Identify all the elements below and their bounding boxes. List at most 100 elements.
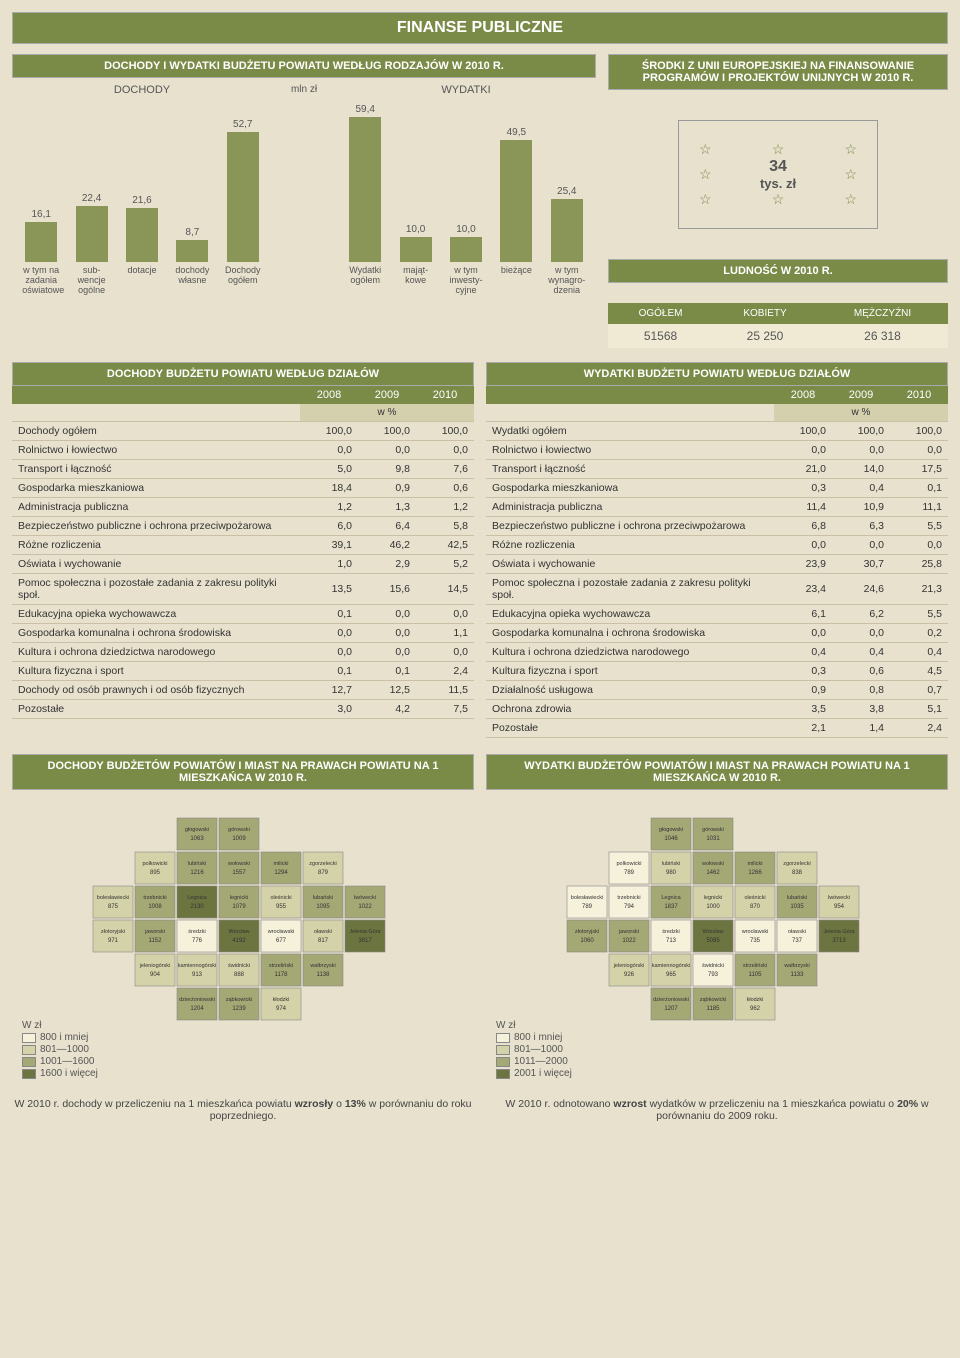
svg-text:1000: 1000 [706, 904, 720, 910]
svg-text:926: 926 [624, 972, 635, 978]
svg-text:1185: 1185 [707, 1006, 721, 1012]
svg-text:1022: 1022 [358, 904, 372, 910]
svg-text:971: 971 [108, 938, 119, 944]
svg-text:1152: 1152 [149, 938, 163, 944]
svg-text:1266: 1266 [748, 870, 762, 876]
svg-text:średzki: średzki [188, 929, 205, 935]
svg-text:zgorzelecki: zgorzelecki [783, 861, 811, 867]
svg-text:870: 870 [750, 904, 761, 910]
bar: 16,1 [22, 209, 60, 262]
svg-text:Legnica: Legnica [187, 895, 207, 901]
svg-text:1462: 1462 [706, 870, 720, 876]
bar: 10,0 [397, 224, 435, 262]
svg-text:1008: 1008 [148, 904, 162, 910]
svg-text:ząbkowicki: ząbkowicki [700, 997, 727, 1003]
svg-text:kamiennogórski: kamiennogórski [178, 963, 217, 969]
chart-unit: mln zł [284, 84, 324, 95]
svg-text:górowski: górowski [228, 827, 250, 833]
svg-text:1060: 1060 [580, 938, 594, 944]
svg-text:oleśnicki: oleśnicki [270, 895, 291, 901]
svg-text:polkowicki: polkowicki [142, 861, 167, 867]
svg-text:legnicki: legnicki [704, 895, 722, 901]
bar: 22,4 [73, 193, 111, 262]
svg-text:1063: 1063 [190, 836, 204, 842]
svg-text:1837: 1837 [664, 904, 678, 910]
svg-text:1207: 1207 [664, 1006, 678, 1012]
bar: 49,5 [497, 127, 535, 262]
svg-text:1079: 1079 [232, 904, 246, 910]
svg-text:kłodzki: kłodzki [747, 997, 764, 1003]
svg-text:dzierżoniowski: dzierżoniowski [653, 997, 689, 1003]
map-right-footer: W 2010 r. odnotowano wzrost wydatków w p… [486, 1098, 948, 1122]
svg-text:zgorzelecki: zgorzelecki [309, 861, 337, 867]
svg-text:świdnicki: świdnicki [228, 963, 250, 969]
svg-text:Jelenia Góra: Jelenia Góra [349, 929, 381, 935]
population-table: OGÓŁEMKOBIETYMĘŻCZYŹNI 5156825 25026 318 [608, 303, 948, 348]
svg-text:913: 913 [192, 972, 203, 978]
svg-text:dzierżoniowski: dzierżoniowski [179, 997, 215, 1003]
bar: 59,4 [346, 104, 384, 262]
svg-text:polkowicki: polkowicki [616, 861, 641, 867]
svg-text:879: 879 [318, 870, 329, 876]
svg-text:1022: 1022 [622, 938, 636, 944]
bar: 10,0 [447, 224, 485, 262]
svg-text:lwówecki: lwówecki [828, 895, 850, 901]
svg-text:794: 794 [624, 904, 635, 910]
svg-text:965: 965 [666, 972, 677, 978]
bar: 21,6 [123, 195, 161, 262]
svg-text:oławski: oławski [314, 929, 332, 935]
svg-text:milicki: milicki [748, 861, 763, 867]
bar: 25,4 [548, 186, 586, 262]
legend-title: W zł [496, 1020, 572, 1031]
svg-text:jeleniogórski: jeleniogórski [139, 963, 171, 969]
svg-text:1557: 1557 [232, 870, 246, 876]
svg-text:wrocławski: wrocławski [741, 929, 769, 935]
svg-text:1046: 1046 [664, 836, 678, 842]
svg-text:793: 793 [708, 972, 719, 978]
svg-text:1031: 1031 [706, 836, 720, 842]
svg-text:świdnicki: świdnicki [702, 963, 724, 969]
svg-text:oławski: oławski [788, 929, 806, 935]
svg-text:trzebnicki: trzebnicki [143, 895, 166, 901]
svg-text:789: 789 [624, 870, 635, 876]
svg-text:1216: 1216 [190, 870, 204, 876]
svg-text:1294: 1294 [274, 870, 288, 876]
svg-text:wałbrzyski: wałbrzyski [309, 963, 335, 969]
svg-text:Wrocław: Wrocław [703, 929, 724, 935]
svg-text:jaworski: jaworski [618, 929, 639, 935]
eu-funds-box: ☆☆☆ ☆ 34 tys. zł ☆ ☆☆☆ [678, 120, 878, 229]
map-left-title: DOCHODY BUDŻETÓW POWIATÓW I MIAST NA PRA… [12, 754, 474, 790]
svg-text:złotoryjski: złotoryjski [101, 929, 125, 935]
svg-text:bolesławiecki: bolesławiecki [97, 895, 129, 901]
svg-text:713: 713 [666, 938, 677, 944]
svg-text:1133: 1133 [791, 972, 805, 978]
eu-value: 34 [760, 158, 796, 176]
svg-text:głogowski: głogowski [659, 827, 683, 833]
map-right: głogowski1046górowski1031polkowicki789lu… [486, 790, 948, 1090]
svg-text:1178: 1178 [275, 972, 289, 978]
svg-text:838: 838 [792, 870, 803, 876]
svg-text:789: 789 [582, 904, 593, 910]
svg-text:1009: 1009 [232, 836, 246, 842]
map-right-legend: W zł 800 i mniej801—10001011—20002001 i … [496, 1020, 572, 1080]
svg-text:kamiennogórski: kamiennogórski [652, 963, 691, 969]
svg-text:lwówecki: lwówecki [354, 895, 376, 901]
svg-text:kłodzki: kłodzki [273, 997, 290, 1003]
dochody-title: DOCHODY [12, 84, 272, 96]
wydatki-tbl-title: WYDATKI BUDŻETU POWIATU WEDŁUG DZIAŁÓW [486, 362, 948, 386]
map-left-footer: W 2010 r. dochody w przeliczeniu na 1 mi… [12, 1098, 474, 1122]
svg-text:lubiński: lubiński [188, 861, 206, 867]
svg-text:wrocławski: wrocławski [267, 929, 295, 935]
svg-text:776: 776 [192, 938, 203, 944]
wydatki-chart: 59,4 10,0 10,0 49,5 25,4 [336, 102, 596, 262]
dochody-table: 200820092010w %Dochody ogółem100,0100,01… [12, 386, 474, 719]
svg-text:1035: 1035 [790, 904, 804, 910]
svg-text:lubiński: lubiński [662, 861, 680, 867]
svg-text:5095: 5095 [706, 938, 720, 944]
svg-text:Legnica: Legnica [661, 895, 681, 901]
svg-text:735: 735 [750, 938, 761, 944]
svg-text:głogowski: głogowski [185, 827, 209, 833]
svg-text:ząbkowicki: ząbkowicki [226, 997, 253, 1003]
svg-text:jeleniogórski: jeleniogórski [613, 963, 645, 969]
svg-text:737: 737 [792, 938, 803, 944]
